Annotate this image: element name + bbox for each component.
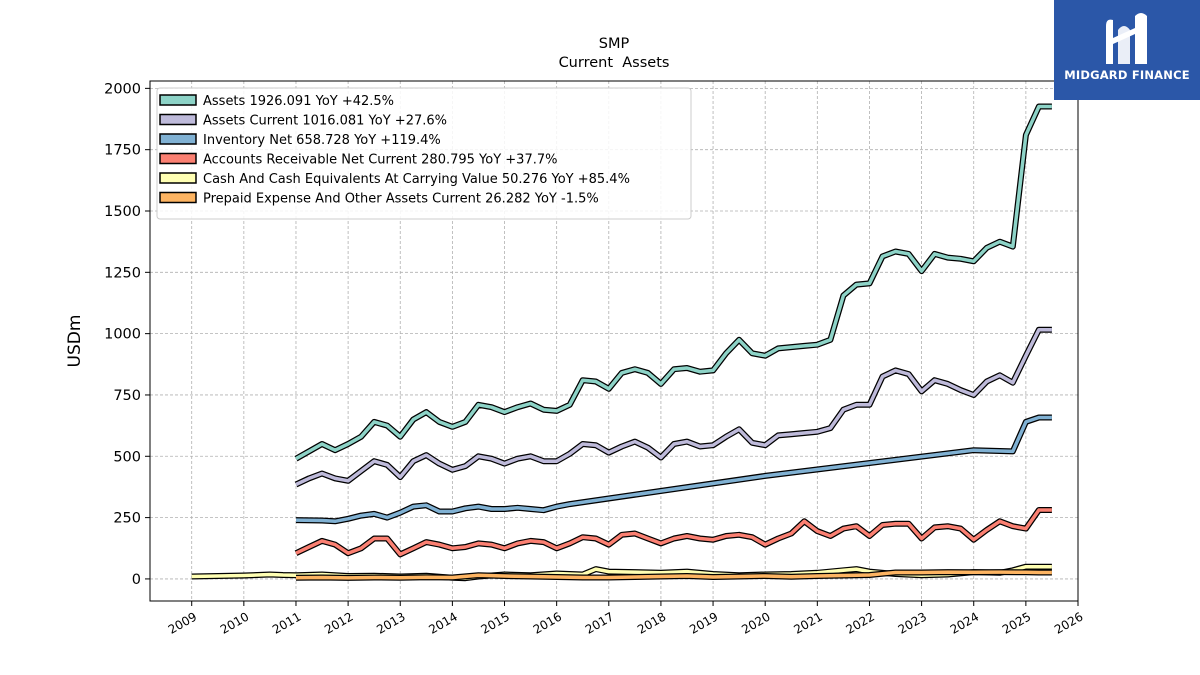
legend-entry-4: Cash And Cash Equivalents At Carrying Va… — [203, 172, 630, 187]
series-stroke — [295, 327, 1052, 487]
legend-entry-0: Assets 1926.091 YoY +42.5% — [203, 94, 394, 109]
series-stroke — [295, 104, 1052, 461]
x-tick-label: 2026 — [1052, 609, 1085, 636]
x-tick-label: 2017 — [583, 609, 616, 636]
brand-logo: MIDGARD FINANCE — [1054, 0, 1200, 100]
y-axis: 0 250 500 750 1000 1250 1500 1750 2000 — [104, 81, 150, 588]
brand-logo-icon — [1106, 13, 1147, 65]
series-line-2 — [295, 414, 1052, 525]
y-tick-label: 1500 — [104, 204, 141, 220]
series-line-0 — [294, 103, 1052, 462]
legend-box — [156, 87, 692, 220]
legend-entry-2: Inventory Net 658.728 YoY +119.4% — [203, 133, 441, 148]
legend-swatch — [159, 94, 197, 106]
series-line-5 — [295, 569, 1052, 581]
x-tick-label: 2021 — [791, 609, 824, 636]
x-tick-label: 2014 — [426, 609, 459, 636]
legend: Assets 1926.091 YoY +42.5% Assets Current… — [156, 87, 692, 220]
chart-subtitle: Current Assets — [559, 55, 670, 71]
chart-title: SMP — [599, 36, 630, 52]
series-line-3 — [294, 507, 1052, 558]
x-tick-label: 2009 — [166, 609, 199, 636]
y-tick-label: 1250 — [104, 265, 141, 281]
y-tick-label: 1000 — [104, 327, 141, 343]
plot-frame — [149, 80, 1079, 602]
series-outline — [294, 326, 1052, 488]
series-stroke — [295, 415, 1052, 524]
x-tick-label: 2011 — [270, 609, 303, 636]
legend-swatch — [159, 113, 197, 126]
series-outline — [294, 507, 1052, 558]
x-tick-label: 2020 — [739, 609, 772, 636]
y-tick-label: 250 — [113, 511, 141, 527]
x-axis: 2009 2010 2011 2012 2013 2014 2015 2016 2017 2018… — [166, 601, 1086, 637]
x-tick-label: 2023 — [896, 609, 929, 636]
y-tick-label: 0 — [132, 572, 141, 588]
series-stroke — [295, 570, 1052, 580]
y-tick-label: 750 — [113, 388, 141, 404]
y-tick-label: 500 — [113, 449, 141, 465]
x-tick-label: 2025 — [1000, 609, 1033, 636]
x-tick-label: 2022 — [844, 609, 877, 636]
x-tick-label: 2010 — [218, 609, 251, 636]
legend-swatch — [159, 152, 197, 165]
legend-swatch — [159, 133, 197, 145]
series-line-1 — [294, 326, 1052, 488]
x-tick-label: 2015 — [479, 609, 512, 636]
series-stroke — [295, 508, 1052, 557]
y-axis-label: USDm — [65, 315, 85, 368]
legend-entry-1: Assets Current 1016.081 YoY +27.6% — [203, 114, 447, 129]
x-tick-label: 2024 — [948, 609, 981, 636]
legend-swatch — [159, 172, 197, 184]
legend-entry-3: Accounts Receivable Net Current 280.795 … — [203, 153, 558, 168]
x-tick-label: 2013 — [374, 609, 407, 636]
x-tick-label: 2018 — [635, 609, 668, 636]
legend-swatch — [159, 191, 197, 204]
y-tick-label: 2000 — [104, 81, 141, 97]
y-tick-label: 1750 — [104, 143, 141, 159]
legend-entry-5: Prepaid Expense And Other Assets Current… — [203, 192, 599, 207]
x-tick-label: 2012 — [322, 609, 355, 636]
series-lines — [191, 103, 1052, 582]
brand-name: MIDGARD FINANCE — [1064, 68, 1190, 82]
x-tick-label: 2019 — [687, 609, 720, 636]
x-tick-label: 2016 — [531, 609, 564, 636]
